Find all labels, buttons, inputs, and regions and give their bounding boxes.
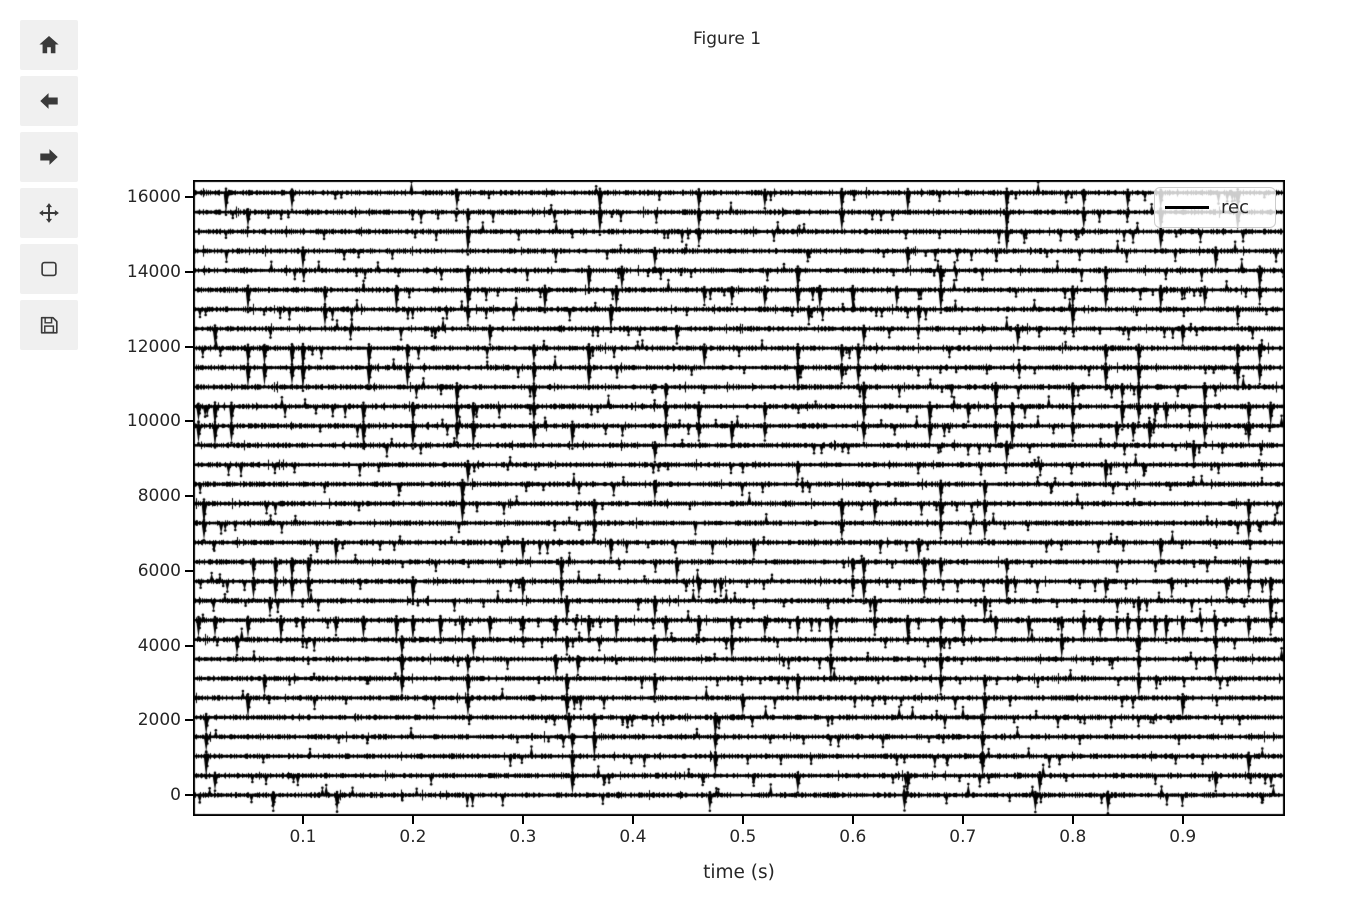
home-button[interactable]: [20, 20, 78, 70]
x-tick-label: 0.1: [289, 827, 317, 847]
x-tick-mark: [521, 816, 524, 824]
y-tick-label: 4000: [137, 635, 181, 656]
x-tick-label: 0.6: [839, 827, 867, 847]
traces-canvas[interactable]: [193, 180, 1285, 816]
x-tick-mark: [1071, 816, 1074, 824]
x-tick-label: 0.8: [1059, 827, 1087, 847]
y-tick-label: 16000: [126, 187, 181, 208]
y-tick-mark: [185, 196, 193, 199]
home-icon: [39, 36, 59, 54]
x-tick-label: 0.3: [509, 827, 537, 847]
y-tick-label: 6000: [137, 560, 181, 581]
y-tick-mark: [185, 495, 193, 498]
x-tick-mark: [301, 816, 304, 824]
x-tick-mark: [961, 816, 964, 824]
x-tick-mark: [741, 816, 744, 824]
y-tick-mark: [185, 420, 193, 423]
save-button[interactable]: [20, 300, 78, 350]
y-tick-label: 0: [170, 785, 181, 806]
y-tick-label: 12000: [126, 336, 181, 357]
x-tick-mark: [1181, 816, 1184, 824]
y-tick-label: 14000: [126, 261, 181, 282]
legend-line-sample: [1165, 205, 1209, 210]
x-tick-label: 0.2: [399, 827, 427, 847]
back-button[interactable]: [20, 76, 78, 126]
x-tick-mark: [411, 816, 414, 824]
move-icon: [39, 203, 59, 223]
arrow-right-icon: [40, 149, 58, 165]
x-axis-label: time (s): [703, 862, 775, 883]
zoom-rect-icon: [41, 261, 57, 277]
x-tick-mark: [851, 816, 854, 824]
y-tick-mark: [185, 644, 193, 647]
pan-button[interactable]: [20, 188, 78, 238]
legend-label: rec: [1221, 197, 1249, 218]
y-tick-label: 2000: [137, 710, 181, 731]
x-tick-label: 0.7: [949, 827, 977, 847]
save-icon: [40, 316, 58, 334]
axes-plot-area[interactable]: rec: [193, 180, 1285, 816]
y-tick-mark: [185, 719, 193, 722]
y-tick-label: 10000: [126, 411, 181, 432]
y-tick-label: 8000: [137, 486, 181, 507]
y-tick-mark: [185, 569, 193, 572]
x-tick-label: 0.9: [1169, 827, 1197, 847]
x-tick-label: 0.4: [619, 827, 647, 847]
figure-title: Figure 1: [692, 29, 762, 49]
x-tick-label: 0.5: [729, 827, 757, 847]
x-tick-mark: [631, 816, 634, 824]
arrow-left-icon: [40, 93, 58, 109]
legend: rec: [1154, 187, 1276, 228]
forward-button[interactable]: [20, 132, 78, 182]
y-tick-mark: [185, 794, 193, 797]
y-tick-mark: [185, 270, 193, 273]
y-tick-mark: [185, 345, 193, 348]
zoom-rect-button[interactable]: [20, 244, 78, 294]
matplotlib-toolbar: [20, 20, 78, 350]
